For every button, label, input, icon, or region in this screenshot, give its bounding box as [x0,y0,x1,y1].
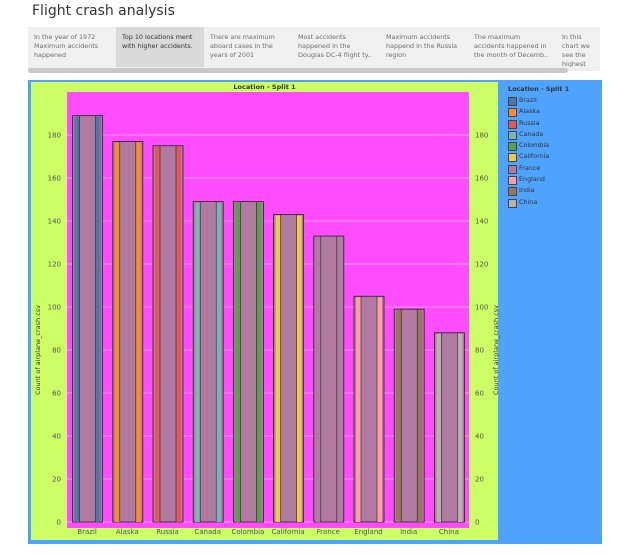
legend-label: India [519,186,535,195]
bar-stripe-left-france [315,237,321,523]
legend-item-france[interactable]: France [508,163,598,174]
y-tick-left-20: 20 [52,476,61,484]
bar-chart: 0 0 20 20 40 40 60 60 80 80 100 100 120 120 140 140 160 1… [48,115,488,536]
y-tick-left-160: 160 [48,175,61,183]
bar-stripe-left-canada [195,202,201,522]
story-point-1[interactable]: In the year of 1972 Maximum accidents ha… [34,33,99,59]
legend-label: England [519,175,545,184]
bar-stripe-left-colombia [235,202,241,522]
x-tick-india: India [400,528,417,536]
legend-item-brazil[interactable]: Brazil [508,95,598,106]
y-tick-right-40: 40 [475,433,484,441]
bar-stripe-left-california [275,215,281,523]
chart-frame: Location - Split 1 Count of airplane_cra… [31,82,500,540]
story-point-5[interactable]: Maximum accidents happend in the Russia … [386,33,458,59]
bar-stripe-right-china [457,333,463,522]
bar-stripe-right-brazil [95,116,101,523]
y-tick-right-160: 160 [475,175,488,183]
story-point-4[interactable]: Most accidents happened in the Douglas D… [298,33,372,59]
x-tick-canada: Canada [194,528,221,536]
legend-swatch [508,119,517,129]
chart-title: Location - Split 1 [233,83,296,91]
legend-item-colombia[interactable]: Colombia [508,140,598,152]
story-point-3[interactable]: There are maximum aboard cases in the ye… [210,33,275,59]
page-title: Flight crash analysis [32,3,175,19]
y-tick-left-120: 120 [48,261,61,269]
bar-stripe-right-california [296,215,302,523]
bar-stripe-right-alaska [135,142,141,522]
legend-item-russia[interactable]: Russia [508,118,598,129]
legend: Location - Split 1 Brazil Alaska Russia Can… [508,85,598,208]
y-tick-left-60: 60 [52,390,61,398]
bar-stripe-right-india [417,310,423,522]
legend-swatch [508,176,517,186]
legend-items: Brazil Alaska Russia Canada Colombia Californ… [508,95,598,208]
x-tick-california: California [271,528,304,536]
y-tick-right-140: 140 [475,218,488,226]
y-tick-right-180: 180 [475,132,488,140]
bar-stripe-left-india [396,310,402,522]
story-point-7[interactable]: In this chart we see the highest num.. [562,33,590,67]
legend-swatch [508,153,517,163]
x-tick-france: France [317,528,340,536]
story-navigator: In the year of 1972 Maximum accidents ha… [28,27,600,71]
x-tick-russia: Russia [156,528,179,536]
y-tick-right-20: 20 [475,476,484,484]
y-tick-right-60: 60 [475,390,484,398]
y-tick-left-0: 0 [57,519,61,527]
legend-label: France [519,163,541,172]
legend-item-china[interactable]: China [508,197,598,208]
legend-swatch [508,142,517,152]
y-tick-left-80: 80 [52,347,61,355]
bar-stripe-right-england [377,297,382,522]
legend-label: China [519,197,538,206]
legend-label: Alaska [519,107,540,116]
bar-stripe-right-france [336,237,342,523]
legend-swatch [508,130,517,140]
x-tick-colombia: Colombia [231,528,264,536]
bar-stripe-left-brazil [74,116,80,523]
x-tick-england: England [354,528,382,536]
y-tick-right-80: 80 [475,347,484,355]
legend-item-canada[interactable]: Canada [508,129,598,140]
x-tick-alaska: Alaska [116,528,139,536]
bar-stripe-left-england [356,297,361,522]
x-tick-china: China [439,528,459,536]
legend-item-california[interactable]: California [508,151,598,163]
bar-stripe-right-canada [216,202,222,522]
y-tick-left-140: 140 [48,218,61,226]
bar-stripe-left-russia [155,146,160,522]
legend-item-england[interactable]: England [508,174,598,186]
legend-item-india[interactable]: India [508,185,598,197]
y-tick-left-100: 100 [48,304,61,312]
legend-swatch [508,164,517,174]
legend-swatch [508,97,517,106]
y-tick-right-100: 100 [475,304,488,312]
legend-item-alaska[interactable]: Alaska [508,106,598,118]
legend-title: Location - Split 1 [508,85,570,93]
bar-stripe-left-china [436,333,442,522]
legend-label: California [519,152,550,161]
story-point-2[interactable]: Top 10 locations ment with higher accide… [116,27,204,67]
legend-label: Canada [519,129,544,138]
bar-stripe-right-colombia [256,202,262,522]
bar-stripe-right-russia [176,146,181,522]
story-point-6[interactable]: The maximum accidents happened in the mo… [474,33,549,59]
y-tick-left-180: 180 [48,132,61,140]
y-tick-left-40: 40 [52,433,61,441]
legend-label: Colombia [519,141,550,150]
story-scrollbar[interactable] [28,68,568,73]
legend-swatch [508,198,517,208]
legend-label: Brazil [519,96,537,104]
legend-label: Russia [519,118,540,127]
x-tick-brazil: Brazil [77,528,97,536]
legend-swatch [508,108,517,118]
y-tick-right-0: 0 [475,519,479,527]
y-tick-right-120: 120 [475,261,488,269]
bar-stripe-left-alaska [114,142,120,522]
legend-swatch [508,187,517,197]
